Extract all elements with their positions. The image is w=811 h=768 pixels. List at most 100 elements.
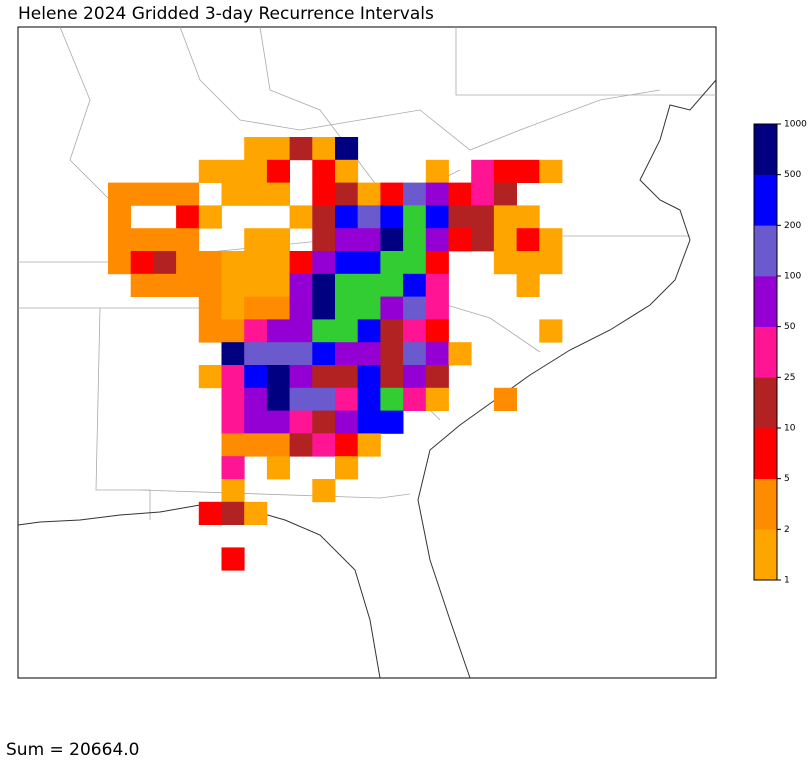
map-title: Helene 2024 Gridded 3-day Recurrence Int… (18, 4, 434, 24)
grid-cell (425, 296, 449, 320)
colorbar-bin (754, 377, 777, 429)
grid-cell (266, 159, 290, 183)
grid-cell (176, 251, 200, 275)
colorbar-tick-label: 1 (784, 576, 790, 586)
colorbar-bin (754, 225, 777, 277)
grid-cell (471, 159, 495, 183)
colorbar-tick-label: 5 (784, 474, 790, 484)
grid-cell (108, 251, 132, 275)
grid-cell (380, 410, 404, 434)
grid-cell (493, 387, 517, 411)
grid-cell (357, 251, 381, 275)
grid-cell (244, 410, 268, 434)
grid-cell (335, 410, 359, 434)
grid-cell (312, 342, 336, 366)
grid-cell (380, 182, 404, 206)
grid-cell (403, 342, 427, 366)
grid-cell (198, 159, 222, 183)
grid-cell (493, 228, 517, 252)
grid-cell (130, 182, 154, 206)
grid-cell (312, 137, 336, 161)
grid-cell (312, 228, 336, 252)
grid-cell (312, 205, 336, 229)
grid-cell (221, 547, 245, 571)
grid-cells (108, 137, 563, 571)
grid-cell (244, 296, 268, 320)
colorbar-tick-label: 200 (784, 221, 801, 231)
grid-cell (335, 137, 359, 161)
colorbar-tick-label: 25 (784, 373, 795, 383)
colorbar-bin (754, 326, 777, 378)
grid-cell (244, 365, 268, 389)
grid-cell (493, 182, 517, 206)
grid-cell (471, 205, 495, 229)
grid-cell (221, 182, 245, 206)
grid-cell (425, 159, 449, 183)
grid-cell (493, 251, 517, 275)
grid-cell (380, 251, 404, 275)
state-border (139, 489, 411, 499)
grid-cell (380, 319, 404, 343)
grid-cell (516, 205, 540, 229)
grid-cell (516, 251, 540, 275)
grid-cell (380, 365, 404, 389)
grid-cell (289, 296, 313, 320)
grid-cell (289, 410, 313, 434)
colorbar-tick-label: 2 (784, 525, 790, 535)
grid-cell (493, 159, 517, 183)
grid-cell (516, 159, 540, 183)
colorbar-tick-label: 500 (784, 170, 801, 180)
grid-cell (403, 251, 427, 275)
grid-cell (403, 228, 427, 252)
grid-cell (425, 273, 449, 297)
grid-cell (312, 251, 336, 275)
grid-cell (380, 205, 404, 229)
grid-cell (289, 137, 313, 161)
grid-cell (266, 365, 290, 389)
grid-cell (266, 456, 290, 480)
grid-cell (108, 182, 132, 206)
grid-cell (244, 342, 268, 366)
grid-cell (266, 251, 290, 275)
grid-cell (153, 273, 177, 297)
colorbar-bin (754, 478, 777, 530)
grid-cell (130, 228, 154, 252)
grid-cell (357, 182, 381, 206)
grid-cell (244, 387, 268, 411)
grid-cell (289, 387, 313, 411)
sum-label: Sum = 20664.0 (6, 740, 139, 760)
grid-cell (289, 319, 313, 343)
grid-cell (425, 182, 449, 206)
grid-cell (425, 387, 449, 411)
grid-cell (357, 365, 381, 389)
grid-cell (425, 342, 449, 366)
grid-cell (357, 273, 381, 297)
grid-cell (335, 433, 359, 457)
grid-cell (357, 433, 381, 457)
grid-cell (289, 365, 313, 389)
grid-cell (244, 228, 268, 252)
state-border (179, 26, 661, 151)
grid-cell (176, 273, 200, 297)
grid-cell (266, 410, 290, 434)
grid-cell (335, 228, 359, 252)
grid-cell (539, 159, 563, 183)
grid-cell (244, 319, 268, 343)
grid-cell (380, 228, 404, 252)
grid-cell (108, 228, 132, 252)
grid-cell (335, 182, 359, 206)
grid-cell (266, 228, 290, 252)
coastline (417, 79, 717, 679)
grid-cell (335, 159, 359, 183)
grid-cell (539, 319, 563, 343)
colorbar-bin (754, 174, 777, 226)
grid-cell (448, 342, 472, 366)
grid-cell (221, 456, 245, 480)
grid-cell (198, 205, 222, 229)
state-border (455, 27, 716, 96)
grid-cell (244, 251, 268, 275)
colorbar-tick-label: 100 (784, 272, 801, 282)
colorbar-bin (754, 529, 777, 581)
grid-cell (244, 182, 268, 206)
grid-cell (176, 182, 200, 206)
